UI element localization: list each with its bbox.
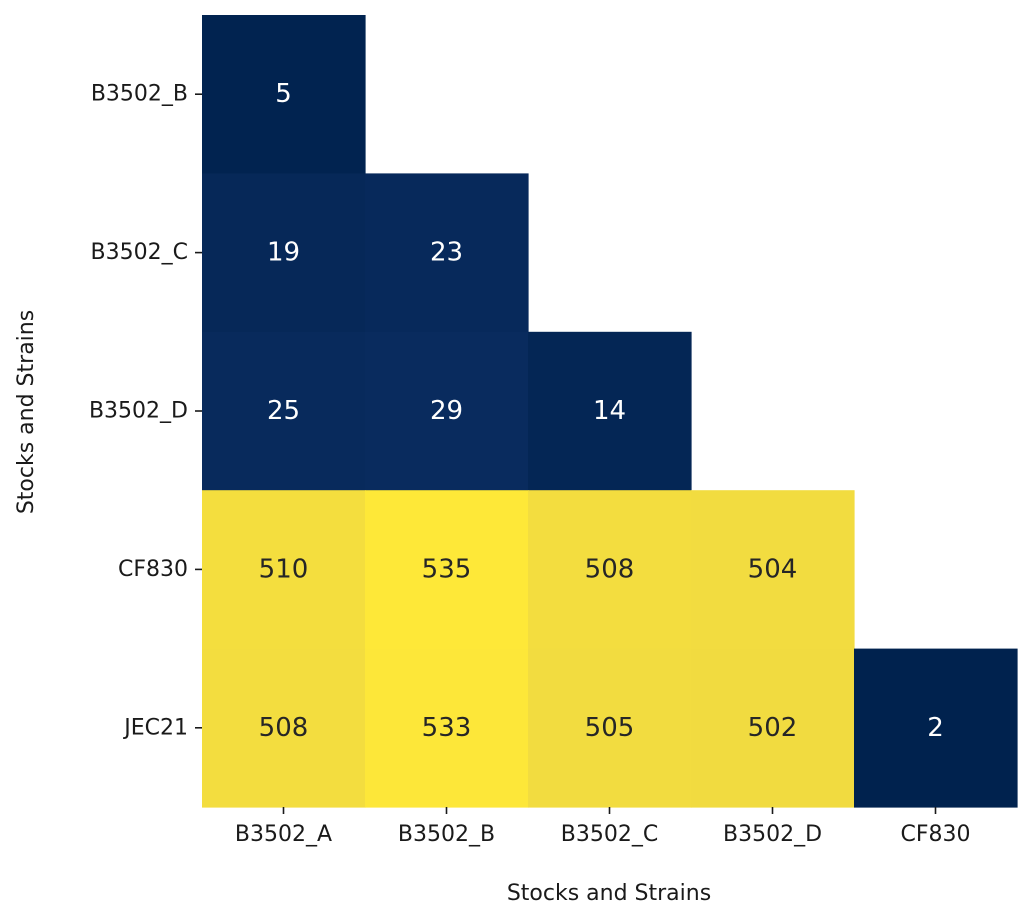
cell-value-label: 29 [430, 396, 463, 426]
heatmap-cell [854, 648, 1018, 808]
heatmap-cell [202, 490, 366, 650]
heatmap-cell [202, 648, 366, 808]
cell-value-label: 19 [267, 238, 300, 268]
y-axis: B3502_B B3502_C B3502_D CF830 JEC21 [89, 82, 202, 740]
cell-value-label: 505 [585, 713, 635, 743]
heatmap-cell [202, 15, 366, 174]
cell-value-label: 5 [275, 79, 292, 109]
x-axis: B3502_A B3502_B B3502_C B3502_D CF830 [235, 807, 971, 847]
heatmap-cell [365, 173, 529, 333]
y-tick-label: B3502_C [91, 240, 188, 265]
cell-value-label: 508 [585, 554, 635, 584]
y-tick-label: JEC21 [122, 715, 188, 740]
cell-value-label: 23 [430, 238, 463, 268]
x-tick-label: B3502_C [561, 822, 658, 847]
heatmap-cell [365, 331, 529, 491]
cell-value-label: 504 [748, 554, 798, 584]
y-tick-label: B3502_B [91, 82, 188, 107]
y-tick-label: CF830 [118, 557, 188, 582]
heatmap-cell [202, 331, 366, 491]
heatmap-cell-labels: 5 19 23 25 29 14 510 535 508 504 508 533 505 502 2 [259, 79, 944, 743]
heatmap-cell [528, 648, 692, 808]
cell-value-label: 2 [927, 713, 944, 743]
y-tick-label: B3502_D [89, 399, 188, 424]
cell-value-label: 14 [593, 396, 626, 426]
heatmap-cell [365, 490, 529, 650]
heatmap-cell [202, 173, 366, 333]
x-axis-title: Stocks and Strains [507, 881, 711, 906]
x-tick-label: B3502_A [235, 822, 332, 847]
heatmap-cell [528, 490, 692, 650]
x-tick-label: CF830 [900, 822, 970, 847]
y-axis-title: Stocks and Strains [14, 310, 39, 514]
cell-value-label: 502 [748, 713, 798, 743]
cell-value-label: 535 [422, 554, 472, 584]
x-tick-label: B3502_B [398, 822, 495, 847]
x-tick-label: B3502_D [723, 822, 822, 847]
cell-value-label: 533 [422, 713, 472, 743]
heatmap-cell [691, 648, 855, 808]
heatmap-cells [202, 15, 1018, 808]
heatmap-cell [691, 490, 855, 650]
cell-value-label: 510 [259, 554, 309, 584]
heatmap-cell [528, 331, 692, 491]
heatmap-cell [365, 648, 529, 808]
cell-value-label: 508 [259, 713, 309, 743]
cell-value-label: 25 [267, 396, 300, 426]
